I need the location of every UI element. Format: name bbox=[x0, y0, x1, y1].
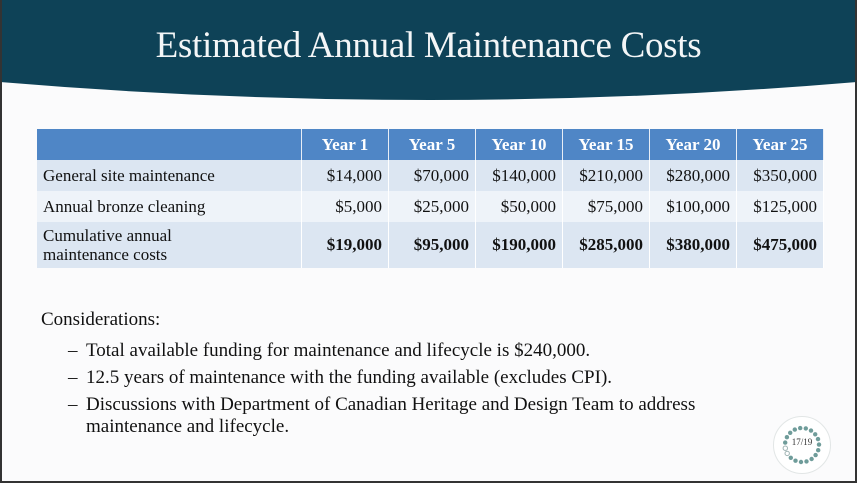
considerations-list: – Total available funding for maintenance… bbox=[68, 340, 696, 443]
title-banner bbox=[0, 0, 857, 100]
table-cell: $350,000 bbox=[736, 160, 824, 191]
page-leaf-mark bbox=[793, 458, 798, 463]
table-cell: $5,000 bbox=[301, 191, 389, 222]
table-cell: $25,000 bbox=[388, 191, 476, 222]
column-header-empty bbox=[37, 129, 302, 160]
table-cell: $95,000 bbox=[388, 222, 476, 268]
page-indicator[interactable]: 17/19 bbox=[773, 416, 831, 474]
slide-title: Estimated Annual Maintenance Costs bbox=[155, 25, 702, 66]
bullet-item: – Total available funding for maintenance… bbox=[68, 340, 696, 362]
bullet-marker: – bbox=[68, 367, 78, 388]
table-row: Annual bronze cleaning $5,000 $25,000 $50,0… bbox=[37, 191, 824, 222]
table-row: General site maintenance $14,000 $70,000 $1… bbox=[37, 160, 824, 191]
table-cell: $210,000 bbox=[562, 160, 650, 191]
page-leaf-mark bbox=[798, 425, 803, 431]
table-row: Cumulative annual maintenance costs $19,0… bbox=[37, 222, 824, 268]
row-label: General site maintenance bbox=[37, 160, 302, 191]
table-cell: $75,000 bbox=[562, 191, 650, 222]
page-leaf-mark bbox=[798, 459, 804, 465]
table-cell: $190,000 bbox=[475, 222, 563, 268]
column-header: Year 20 bbox=[649, 129, 737, 160]
bullet-marker: – bbox=[68, 394, 78, 415]
bullet-text: 12.5 years of maintenance with the fundi… bbox=[86, 367, 613, 388]
table-cell: $125,000 bbox=[736, 191, 824, 222]
page-leaf-mark bbox=[803, 426, 808, 431]
bullet-item: – Discussions with Department of Canadian… bbox=[68, 394, 696, 438]
page-leaf-mark bbox=[788, 455, 793, 460]
bullet-text: Total available funding for maintenance … bbox=[86, 340, 591, 361]
table-header-row: Year 1 Year 5 Year 10 Year 15 Year 20 Year 25 bbox=[37, 129, 824, 160]
row-label: Cumulative annual maintenance costs bbox=[37, 222, 302, 268]
maintenance-cost-table: Year 1 Year 5 Year 10 Year 15 Year 20 Year 25… bbox=[37, 129, 824, 268]
column-header: Year 1 bbox=[301, 129, 389, 160]
bullet-item: –12.5 years of maintenance with the fund… bbox=[68, 367, 696, 389]
page-leaf-mark bbox=[815, 436, 821, 442]
considerations-heading: Considerations: bbox=[41, 309, 161, 330]
table-cell: $19,000 bbox=[301, 222, 389, 268]
table-cell: $14,000 bbox=[301, 160, 389, 191]
table-cell: $285,000 bbox=[562, 222, 650, 268]
page-leaf-mark bbox=[816, 448, 821, 453]
column-header: Year 5 bbox=[388, 129, 476, 160]
page-leaf-mark bbox=[782, 445, 789, 451]
table-cell: $70,000 bbox=[388, 160, 476, 191]
column-header: Year 10 bbox=[475, 129, 563, 160]
page-leaf-mark bbox=[788, 430, 793, 435]
page-leaf-mark bbox=[813, 452, 818, 458]
column-header: Year 15 bbox=[562, 129, 650, 160]
column-header: Year 25 bbox=[736, 129, 824, 160]
page-leaf-mark bbox=[808, 428, 814, 433]
table-cell: $380,000 bbox=[649, 222, 737, 268]
leaf-ring-icon bbox=[782, 425, 822, 465]
page-leaf-mark bbox=[809, 456, 814, 462]
page-leaf-mark bbox=[813, 432, 818, 437]
page-leaf-mark bbox=[784, 435, 790, 440]
row-label: Annual bronze cleaning bbox=[37, 191, 302, 222]
table-cell: $100,000 bbox=[649, 191, 737, 222]
page-leaf-mark bbox=[792, 427, 797, 432]
table-cell: $140,000 bbox=[475, 160, 563, 191]
page-number: 17/19 bbox=[791, 437, 813, 447]
table-cell: $475,000 bbox=[736, 222, 824, 268]
page-leaf-mark bbox=[783, 440, 788, 445]
table-cell: $280,000 bbox=[649, 160, 737, 191]
page-leaf-mark bbox=[816, 442, 822, 447]
bullet-text: Discussions with Department of Canadian … bbox=[86, 394, 696, 437]
bullet-marker: – bbox=[68, 340, 78, 361]
page-leaf-mark bbox=[784, 450, 790, 457]
table-cell: $50,000 bbox=[475, 191, 563, 222]
page-leaf-mark bbox=[804, 459, 809, 464]
